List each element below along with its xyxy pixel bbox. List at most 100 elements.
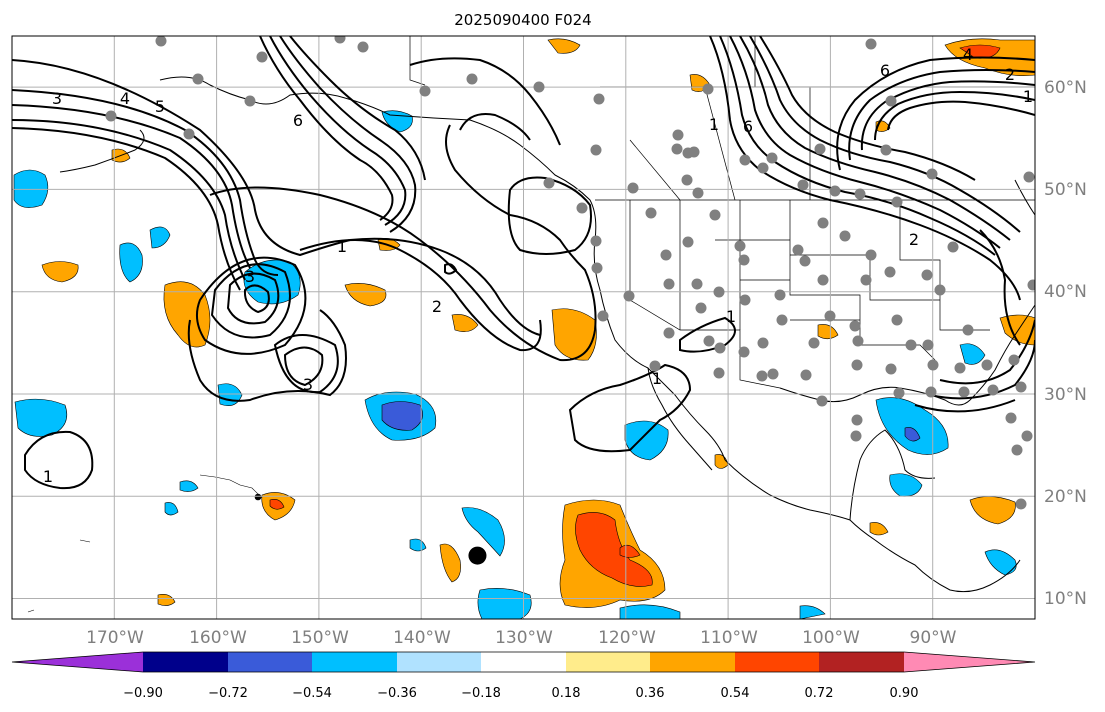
colorbar-segment xyxy=(397,652,481,672)
pos-blob xyxy=(344,283,387,307)
colorbar-segment xyxy=(819,652,904,672)
station-dot xyxy=(533,81,545,93)
contour-label: 3 xyxy=(303,375,313,394)
station-dot xyxy=(543,177,555,189)
station-dot xyxy=(816,395,828,407)
map-area: 3 4 5 6 1 2 3 3 1 1 1 2 4 2 6 1 1 6 xyxy=(12,36,1035,619)
station-dot xyxy=(738,346,750,358)
neg-blob xyxy=(477,588,532,619)
station-dot xyxy=(649,360,661,372)
station-dot xyxy=(663,278,675,290)
pos-blob xyxy=(163,281,211,348)
station-dot xyxy=(962,324,974,336)
station-dot xyxy=(921,269,933,281)
colorbar-tick: −0.18 xyxy=(461,686,501,701)
station-dot xyxy=(590,144,602,156)
station-dot xyxy=(865,38,877,50)
colorbar-segment xyxy=(228,652,312,672)
lat-label: 10°N xyxy=(1044,589,1087,609)
colorbar-segment xyxy=(650,652,735,672)
colorbar-tick: −0.72 xyxy=(208,686,248,701)
station-dot xyxy=(797,179,809,191)
neg-blob xyxy=(119,242,143,283)
station-dot xyxy=(757,337,769,349)
station-dot xyxy=(850,430,862,442)
station-dot xyxy=(1011,444,1023,456)
station-dot xyxy=(691,278,703,290)
station-dot xyxy=(645,207,657,219)
station-dot xyxy=(829,185,841,197)
station-dot xyxy=(688,146,700,158)
neg-blob xyxy=(179,480,199,492)
contour-label: 3 xyxy=(245,267,255,286)
neg-blob xyxy=(799,605,826,619)
station-dot xyxy=(155,36,167,47)
lon-label: 150°W xyxy=(291,628,349,648)
station-dot xyxy=(891,196,903,208)
station-dot xyxy=(695,302,707,314)
lon-axis-labels: 170°W 160°W 150°W 140°W 130°W 120°W 110°… xyxy=(86,628,957,648)
station-dot xyxy=(893,387,905,399)
lon-label: 140°W xyxy=(393,628,451,648)
station-dot xyxy=(713,367,725,379)
station-dot xyxy=(987,384,999,396)
lon-label: 110°W xyxy=(700,628,758,648)
contour-label: 3 xyxy=(52,89,62,108)
station-dot xyxy=(808,337,820,349)
lon-label: 120°W xyxy=(598,628,656,648)
contour-label: 4 xyxy=(963,45,973,64)
station-dot xyxy=(597,310,609,322)
station-dot xyxy=(849,320,861,332)
station-dot xyxy=(739,154,751,166)
station-dot xyxy=(927,359,939,371)
station-dot xyxy=(767,368,779,380)
station-dot xyxy=(183,128,195,140)
station-dot xyxy=(1015,498,1027,510)
contour-label: 1 xyxy=(43,467,53,486)
neg-blob xyxy=(624,420,669,461)
station-dot xyxy=(851,414,863,426)
neg-blob xyxy=(164,502,179,516)
station-dot xyxy=(776,314,788,326)
colorbar-outline xyxy=(11,651,1036,673)
lat-label: 60°N xyxy=(1044,78,1087,98)
contour-label: 6 xyxy=(743,117,753,136)
contour-label: 2 xyxy=(909,230,919,249)
station-dot xyxy=(672,129,684,141)
station-dot xyxy=(981,359,993,371)
station-dot xyxy=(256,51,268,63)
station-dot xyxy=(703,335,715,347)
station-dot xyxy=(852,335,864,347)
station-dot xyxy=(824,310,836,322)
neg-blob xyxy=(243,259,301,305)
contour-label: 2 xyxy=(1005,65,1015,84)
lon-label: 160°W xyxy=(189,628,247,648)
neg-blob xyxy=(149,226,171,249)
colorbar-tick: 0.72 xyxy=(805,686,834,701)
pos-blob xyxy=(551,308,597,361)
neg-blob-strong xyxy=(904,427,921,442)
colorbar-segment xyxy=(735,652,819,672)
station-dot xyxy=(926,168,938,180)
islands xyxy=(27,474,263,613)
colorbar xyxy=(11,651,1036,673)
colorbar-tick: −0.54 xyxy=(292,686,332,701)
station-dot xyxy=(466,73,478,85)
station-dot xyxy=(817,274,829,286)
contour-label: 1 xyxy=(709,115,719,134)
lon-label: 170°W xyxy=(86,628,144,648)
station-dot xyxy=(800,369,812,381)
station-dot xyxy=(756,370,768,382)
station-dot xyxy=(947,241,959,253)
station-dot xyxy=(714,342,726,354)
contour-label: 1 xyxy=(337,237,347,256)
contour-label: 1 xyxy=(726,307,736,326)
colorbar-segment xyxy=(143,652,228,672)
station-dot xyxy=(854,188,866,200)
station-dot xyxy=(1008,354,1020,366)
station-dot xyxy=(738,254,750,266)
pos-blob xyxy=(451,314,479,332)
colorbar-tick: −0.36 xyxy=(377,686,417,701)
station-dot xyxy=(663,327,675,339)
